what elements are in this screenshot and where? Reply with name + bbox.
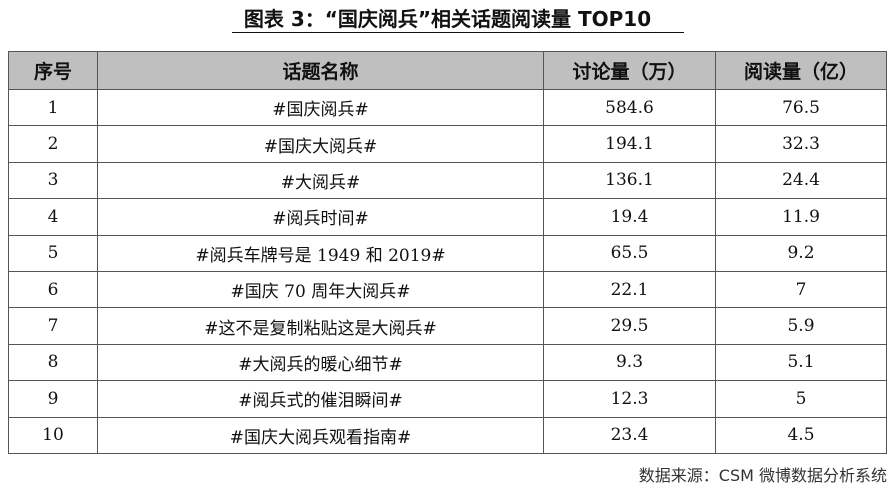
cell-topic: #阅兵车牌号是 1949 和 2019# <box>97 234 544 272</box>
cell-reads: 9.2 <box>715 234 887 272</box>
cell-reads: 4.5 <box>715 416 887 454</box>
cell-index: 9 <box>8 380 98 418</box>
cell-index: 5 <box>8 234 98 272</box>
table-row: 10 #国庆大阅兵观看指南# 23.4 4.5 <box>8 416 887 454</box>
topic-table: 序号 话题名称 讨论量（万） 阅读量（亿） 1 #国庆阅兵# 584.6 76.… <box>8 51 887 454</box>
cell-reads: 5.9 <box>715 307 887 345</box>
cell-topic: #大阅兵# <box>97 161 544 200</box>
cell-reads: 32.3 <box>715 125 887 163</box>
table-row: 3 #大阅兵# 136.1 24.4 <box>8 161 887 200</box>
cell-index: 2 <box>8 125 98 163</box>
cell-index: 10 <box>8 416 98 454</box>
data-source-note: 数据来源：CSM 微博数据分析系统 <box>638 466 887 485</box>
cell-discussions: 29.5 <box>543 307 716 345</box>
cell-topic: #国庆大阅兵观看指南# <box>97 416 544 454</box>
cell-discussions: 9.3 <box>543 343 716 382</box>
cell-index: 4 <box>8 198 98 236</box>
cell-reads: 5.1 <box>715 343 887 382</box>
cell-topic: #国庆阅兵# <box>97 88 544 127</box>
table-row: 2 #国庆大阅兵# 194.1 32.3 <box>8 125 887 163</box>
cell-discussions: 65.5 <box>543 234 716 272</box>
cell-discussions: 584.6 <box>543 88 716 127</box>
cell-topic: #国庆大阅兵# <box>97 125 544 163</box>
cell-index: 7 <box>8 307 98 345</box>
table-row: 7 #这不是复制粘贴这是大阅兵# 29.5 5.9 <box>8 307 887 345</box>
cell-reads: 11.9 <box>715 198 887 236</box>
header-discussions: 讨论量（万） <box>543 51 716 90</box>
cell-topic: #国庆 70 周年大阅兵# <box>97 270 544 309</box>
cell-index: 3 <box>8 161 98 200</box>
cell-discussions: 12.3 <box>543 380 716 418</box>
cell-topic: #这不是复制粘贴这是大阅兵# <box>97 307 544 345</box>
cell-topic: #阅兵时间# <box>97 198 544 236</box>
header-index: 序号 <box>8 51 98 90</box>
cell-discussions: 19.4 <box>543 198 716 236</box>
header-reads: 阅读量（亿） <box>715 51 887 90</box>
figure-title: 图表 3：“国庆阅兵”相关话题阅读量 TOP10 <box>243 7 652 31</box>
cell-topic: #大阅兵的暖心细节# <box>97 343 544 382</box>
cell-index: 6 <box>8 270 98 309</box>
cell-discussions: 194.1 <box>543 125 716 163</box>
cell-index: 8 <box>8 343 98 382</box>
cell-index: 1 <box>8 88 98 127</box>
table-row: 6 #国庆 70 周年大阅兵# 22.1 7 <box>8 270 887 309</box>
cell-reads: 24.4 <box>715 161 887 200</box>
table-header-row: 序号 话题名称 讨论量（万） 阅读量（亿） <box>8 51 887 90</box>
table-row: 4 #阅兵时间# 19.4 11.9 <box>8 198 887 236</box>
cell-topic: #阅兵式的催泪瞬间# <box>97 380 544 418</box>
header-topic: 话题名称 <box>97 51 544 90</box>
cell-discussions: 23.4 <box>543 416 716 454</box>
table-row: 5 #阅兵车牌号是 1949 和 2019# 65.5 9.2 <box>8 234 887 272</box>
title-underline <box>232 32 684 33</box>
table-row: 1 #国庆阅兵# 584.6 76.5 <box>8 88 887 127</box>
table-row: 8 #大阅兵的暖心细节# 9.3 5.1 <box>8 343 887 382</box>
cell-reads: 7 <box>715 270 887 309</box>
table-row: 9 #阅兵式的催泪瞬间# 12.3 5 <box>8 380 887 418</box>
cell-discussions: 22.1 <box>543 270 716 309</box>
cell-discussions: 136.1 <box>543 161 716 200</box>
cell-reads: 76.5 <box>715 88 887 127</box>
cell-reads: 5 <box>715 380 887 418</box>
